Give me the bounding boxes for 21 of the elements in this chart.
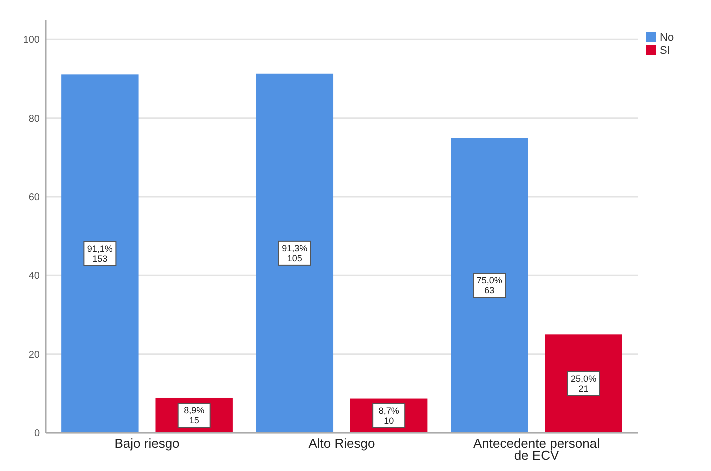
y-tick-label: 0: [34, 428, 40, 440]
x-tick-label: Bajo riesgo: [114, 436, 180, 451]
bar: [62, 74, 139, 433]
data-label: 75,0% 63: [476, 276, 502, 296]
y-tick-label: 60: [28, 192, 40, 204]
data-label: 25,0% 21: [571, 374, 597, 394]
y-tick-label: 80: [28, 114, 40, 125]
legend-label: SI: [660, 45, 670, 57]
legend-label: No: [660, 32, 674, 44]
bar: [545, 334, 622, 433]
data-label: 8,9% 15: [184, 405, 205, 426]
bar: [256, 74, 334, 433]
x-tick-label: Alto Riesgo: [308, 436, 376, 451]
y-tick-label: 20: [28, 350, 40, 361]
data-label: 91,3% 105: [282, 243, 308, 264]
data-label: 8,7% 10: [378, 406, 400, 426]
y-tick-label: 40: [28, 271, 40, 282]
bar: [451, 138, 528, 433]
x-tick-label: Antecedente personal de ECV: [473, 436, 600, 463]
data-label: 91,1% 153: [87, 244, 113, 264]
y-tick-label: 100: [23, 35, 40, 46]
